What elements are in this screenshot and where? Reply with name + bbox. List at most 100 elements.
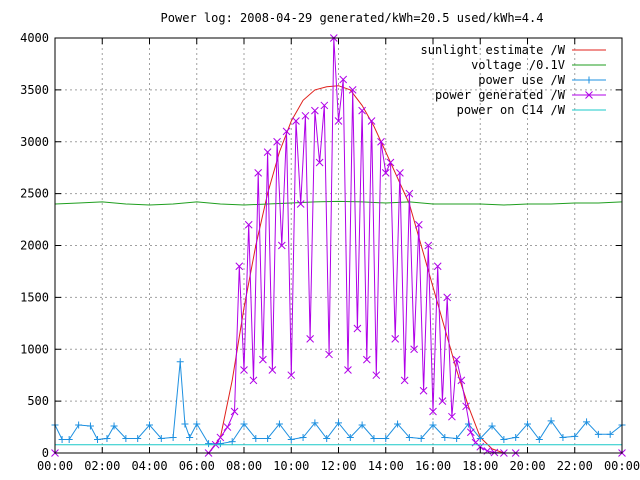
data-point: [386, 158, 395, 167]
data-point: [186, 433, 194, 441]
axis-ticks: 0 500 1000 1500 2000 2500 3000 3500 4000 00:00 02:…: [20, 31, 640, 473]
data-point: [348, 86, 357, 94]
legend-label: sunlight estimate /W: [421, 43, 566, 57]
series-2: [54, 200, 623, 206]
y-tick-label: 2000: [20, 239, 49, 253]
data-point: [394, 420, 402, 428]
data-point: [299, 433, 307, 441]
x-tick-label: 20:00: [509, 459, 545, 473]
data-point: [594, 430, 602, 438]
data-point: [424, 241, 433, 250]
y-tick-label: 3000: [20, 135, 49, 149]
data-point: [292, 117, 300, 125]
y-tick-label: 500: [27, 394, 49, 408]
data-point: [320, 101, 329, 110]
grid: [55, 38, 622, 453]
data-point: [417, 434, 425, 442]
data-point: [311, 419, 319, 427]
data-point: [466, 428, 475, 437]
x-tick-label: 04:00: [131, 459, 167, 473]
data-point: [146, 421, 153, 429]
data-point: [58, 436, 66, 444]
series-3: [51, 358, 626, 448]
x-tick-label: 02:00: [84, 459, 120, 473]
data-point: [535, 436, 543, 444]
data-point: [311, 106, 319, 115]
data-point: [429, 421, 437, 429]
data-point: [223, 423, 232, 431]
series-layer: [51, 34, 626, 457]
data-point: [583, 418, 591, 426]
data-point: [254, 169, 263, 177]
data-point: [273, 137, 281, 146]
data-point: [571, 432, 579, 440]
data-point: [306, 335, 315, 343]
data-point: [235, 262, 244, 271]
data-point: [448, 412, 456, 421]
data-point: [405, 433, 413, 441]
data-point: [335, 419, 342, 427]
data-point: [157, 434, 165, 442]
data-point: [252, 434, 260, 442]
x-tick-label: 10:00: [273, 459, 309, 473]
data-point: [315, 158, 324, 167]
data-point: [457, 376, 466, 385]
data-point: [216, 440, 224, 448]
data-point: [205, 440, 213, 448]
data-point: [367, 117, 376, 125]
legend-label: power generated /W: [435, 88, 566, 102]
data-point: [396, 169, 404, 177]
data-point: [268, 366, 277, 374]
data-point: [259, 355, 267, 364]
y-tick-label: 1500: [20, 290, 49, 304]
data-point: [230, 407, 239, 416]
data-point: [103, 434, 111, 442]
data-point: [370, 434, 378, 442]
data-point: [490, 448, 499, 457]
data-point: [346, 433, 354, 441]
data-point: [193, 420, 201, 428]
data-point: [296, 200, 305, 208]
data-point: [353, 324, 362, 333]
data-point: [94, 436, 102, 444]
data-point: [358, 106, 366, 115]
data-point: [377, 137, 385, 146]
legend-label: voltage /0.1V: [471, 58, 565, 72]
data-point: [438, 397, 447, 405]
y-tick-label: 3500: [20, 83, 49, 97]
data-point: [169, 433, 177, 441]
data-point: [441, 433, 449, 441]
data-point: [181, 420, 189, 428]
data-point: [110, 422, 118, 430]
data-point: [134, 434, 142, 442]
x-tick-label: 22:00: [557, 459, 593, 473]
x-tick-label: 18:00: [462, 459, 498, 473]
data-point: [287, 371, 296, 380]
legend-marker: [585, 76, 593, 84]
legend-entry: sunlight estimate /W: [421, 43, 606, 57]
data-point: [216, 433, 225, 442]
data-point: [358, 421, 366, 429]
legend-entry: power use /W: [478, 73, 606, 87]
data-point: [249, 376, 258, 385]
data-point: [65, 436, 73, 444]
series-line: [54, 200, 623, 206]
x-tick-label: 06:00: [179, 459, 215, 473]
data-point: [244, 220, 253, 229]
data-point: [362, 355, 371, 364]
data-point: [606, 430, 614, 438]
data-point: [75, 421, 83, 429]
data-point: [301, 111, 310, 120]
y-tick-label: 2500: [20, 187, 49, 201]
data-point: [410, 345, 418, 354]
data-point: [282, 127, 291, 136]
data-point: [275, 420, 283, 428]
data-point: [559, 433, 567, 441]
data-point: [524, 420, 531, 428]
data-point: [339, 75, 348, 84]
legend-entry: power generated /W: [435, 88, 606, 102]
data-point: [325, 350, 333, 359]
data-point: [372, 371, 381, 380]
data-point: [176, 358, 184, 366]
